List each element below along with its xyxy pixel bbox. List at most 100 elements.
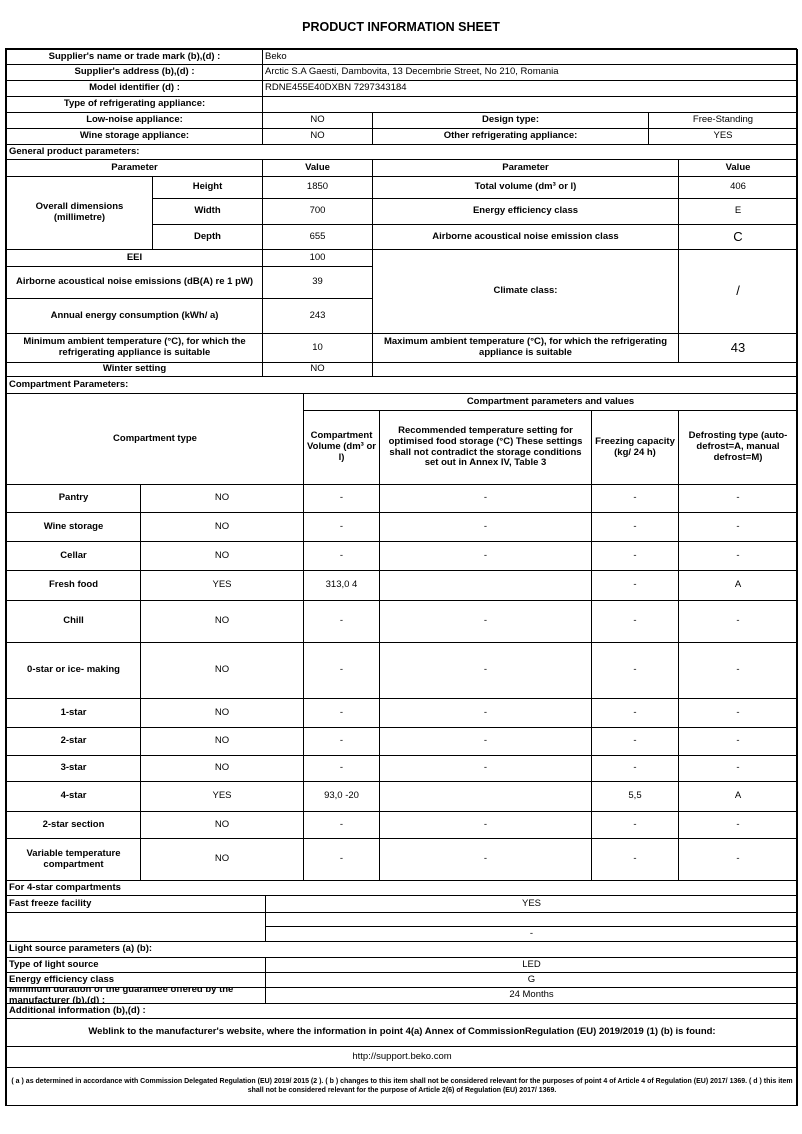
compartment-freeze: 5,5 [591,781,679,812]
compartment-volume: - [303,541,380,571]
compartment-freeze: - [591,600,679,643]
cell: 1850 [262,176,373,199]
compartment-freeze: - [591,698,679,728]
compartment-present: NO [140,642,304,699]
compartment-temp: - [379,642,592,699]
compartment-freeze: - [591,541,679,571]
compartment-temp: - [379,838,592,881]
compartment-freeze: - [591,838,679,881]
model-label: Model identifier (d) : [6,80,263,97]
compartment-volume: - [303,727,380,756]
compartment-freeze: - [591,811,679,839]
cell: 39 [262,266,373,299]
guarantee-value: 24 Months [265,987,798,1004]
cell: G [265,972,798,988]
compartment-volume: - [303,838,380,881]
cell: E [678,198,798,225]
compartment-defrost: A [678,781,798,812]
compartment-freeze: - [591,727,679,756]
compartment-present: NO [140,541,304,571]
cell: Energy efficiency class [372,198,679,225]
compartment-freeze: - [591,570,679,601]
compartment-name: Chill [6,600,141,643]
cell: Wine storage appliance: [6,128,263,145]
compartment-name: Pantry [6,484,141,513]
cell: Annual energy consumption (kWh/ a) [6,298,263,334]
cell [265,912,798,927]
compartment-present: NO [140,838,304,881]
compartment-name: 4-star [6,781,141,812]
cell: Type of light source [6,957,266,973]
compartment-temp: - [379,484,592,513]
compartment-name: 1-star [6,698,141,728]
cell: NO [262,362,373,377]
cell: - [265,926,798,942]
compartment-temp [379,781,592,812]
cell: Winter setting [6,362,263,377]
compartment-freeze: - [591,642,679,699]
compartment-volume: - [303,811,380,839]
guarantee-label: Minimum duration of the guarantee offere… [6,987,266,1004]
compartment-defrost: - [678,512,798,542]
weblink-label: Weblink to the manufacturer's website, w… [6,1018,798,1047]
compartment-present: NO [140,600,304,643]
compartment-temp: - [379,811,592,839]
compartment-temp: - [379,727,592,756]
compartment-volume: - [303,600,380,643]
supplier-address-label: Supplier's address (b),(d) : [6,64,263,81]
column-header: Compartment parameters and values [303,393,798,411]
column-header: Compartment type [6,393,304,485]
section-heading: General product parameters: [6,144,798,160]
compartment-volume: - [303,698,380,728]
cell: Height [152,176,263,199]
compartment-freeze: - [591,512,679,542]
cell: Climate class: [372,249,679,334]
supplier-name-value: Beko [262,49,798,65]
compartment-defrost: - [678,600,798,643]
compartment-defrost: - [678,541,798,571]
column-header: Parameter [372,159,679,177]
cell: Other refrigerating appliance: [372,128,649,145]
cell: Maximum ambient temperature (°C), for wh… [372,333,679,363]
column-header: Compartment Volume (dm³ or l) [303,410,380,485]
cell: Airborne acoustical noise emission class [372,224,679,250]
weblink-value[interactable]: http://support.beko.com [6,1046,798,1068]
compartment-present: NO [140,484,304,513]
compartment-volume: - [303,755,380,782]
compartment-name: Variable temperature compartment [6,838,141,881]
column-header: Value [678,159,798,177]
compartment-name: Cellar [6,541,141,571]
cell: Airborne acoustical noise emissions (dB(… [6,266,263,299]
cell: 43 [678,333,798,363]
compartment-freeze: - [591,755,679,782]
compartment-name: Wine storage [6,512,141,542]
model-value: RDNE455E40DXBN 7297343184 [262,80,798,97]
compartment-defrost: A [678,570,798,601]
cell: 100 [262,249,373,267]
cell [6,912,266,942]
compartment-name: 2-star section [6,811,141,839]
cell: Depth [152,224,263,250]
cell: LED [265,957,798,973]
compartment-name: Fresh food [6,570,141,601]
compartment-temp: - [379,698,592,728]
compartment-name: 0-star or ice- making [6,642,141,699]
compartment-defrost: - [678,727,798,756]
supplier-address-value: Arctic S.A Gaesti, Dambovita, 13 Decembr… [262,64,798,81]
compartment-present: NO [140,512,304,542]
compartment-temp: - [379,755,592,782]
cell: YES [265,895,798,913]
compartment-defrost: - [678,755,798,782]
compartment-volume: 93,0 -20 [303,781,380,812]
compartment-defrost: - [678,811,798,839]
cell: Overall dimensions (millimetre) [6,176,153,250]
column-header: Defrosting type (auto-defrost=A, manual … [678,410,798,485]
column-header: Freezing capacity (kg/ 24 h) [591,410,679,485]
compartment-volume: - [303,512,380,542]
page-title: PRODUCT INFORMATION SHEET [302,20,500,34]
compartment-present: YES [140,781,304,812]
cell: Minimum ambient temperature (°C), for wh… [6,333,263,363]
compartment-volume: 313,0 4 [303,570,380,601]
cell: NO [262,112,373,129]
column-header: Parameter [6,159,263,177]
